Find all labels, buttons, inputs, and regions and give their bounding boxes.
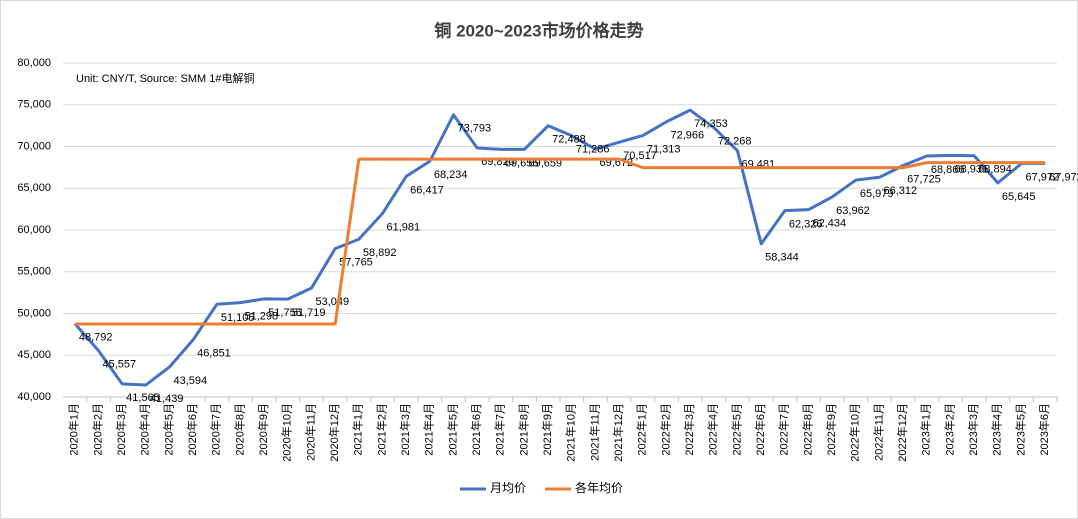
- data-label: 71,313: [647, 143, 681, 155]
- data-label: 68,894: [978, 164, 1012, 176]
- data-label: 43,594: [174, 375, 208, 387]
- data-label: 68,931: [955, 163, 989, 175]
- data-label: 58,344: [765, 252, 799, 264]
- x-tick-label: 2021年7月: [493, 403, 507, 456]
- data-label: 68,234: [434, 169, 468, 181]
- data-label: 46,851: [197, 348, 231, 360]
- data-label: 70,517: [623, 150, 657, 162]
- legend-label: 月均价: [490, 481, 526, 495]
- data-label: 74,353: [694, 118, 728, 130]
- data-label: 63,962: [836, 205, 870, 217]
- x-tick-label: 2022年3月: [682, 403, 696, 456]
- x-tick-label: 2021年4月: [422, 403, 436, 456]
- data-label: 51,298: [245, 311, 279, 323]
- data-label: 62,326: [789, 218, 823, 230]
- y-tick-label: 65,000: [17, 182, 51, 194]
- x-tick-label: 2021年5月: [445, 403, 459, 456]
- series-line: [73, 108, 1046, 387]
- y-tick-label: 50,000: [17, 307, 51, 319]
- x-tick-label: 2023年5月: [1013, 403, 1027, 456]
- data-label: 41,439: [150, 393, 184, 405]
- x-tick-label: 2020年4月: [138, 403, 152, 456]
- x-tick-label: 2021年1月: [351, 403, 365, 456]
- data-label: 67,725: [907, 173, 941, 185]
- x-tick-label: 2023年1月: [919, 403, 933, 456]
- y-tick-label: 80,000: [17, 57, 51, 69]
- data-label: 72,268: [718, 135, 752, 147]
- chart-title: 铜 2020~2023市场价格走势: [434, 20, 643, 40]
- data-label: 48,792: [79, 331, 113, 343]
- x-tick-label: 2023年3月: [966, 403, 980, 456]
- data-label: 66,417: [410, 184, 444, 196]
- x-tick-label: 2022年6月: [753, 403, 767, 456]
- x-tick-label: 2022年11月: [871, 403, 885, 461]
- data-label: 72,488: [552, 134, 586, 146]
- x-tick-label: 2021年3月: [398, 403, 412, 456]
- y-tick-label: 60,000: [17, 224, 51, 236]
- data-label: 67,972: [1026, 171, 1060, 183]
- data-label: 45,557: [103, 359, 137, 371]
- x-tick-label: 2020年8月: [232, 403, 246, 456]
- x-tick-label: 2020年2月: [90, 403, 104, 456]
- x-tick-label: 2022年8月: [800, 403, 814, 456]
- x-tick-label: 2020年6月: [185, 403, 199, 456]
- series-line: [74, 157, 1046, 326]
- data-label: 51,755: [268, 307, 302, 319]
- data-label: 53,049: [316, 296, 350, 308]
- x-tick-label: 2021年10月: [564, 403, 578, 462]
- x-tick-label: 2023年2月: [942, 403, 956, 456]
- x-tick-label: 2020年3月: [114, 403, 128, 456]
- x-tick-label: 2020年1月: [67, 403, 81, 456]
- data-label: 51,719: [292, 307, 326, 319]
- x-tick-label: 2023年4月: [990, 403, 1004, 456]
- x-tick-label: 2022年2月: [658, 403, 672, 456]
- data-label: 65,645: [1002, 191, 1036, 203]
- x-tick-label: 2022年12月: [895, 403, 909, 462]
- data-label: 66,312: [884, 185, 918, 197]
- data-label: 51,105: [221, 312, 255, 324]
- data-label: 72,966: [671, 130, 705, 142]
- x-tick-label: 2022年10月: [848, 403, 862, 462]
- data-label: 58,892: [363, 247, 397, 259]
- data-label: 61,981: [387, 221, 421, 233]
- data-label: 67,972: [1049, 171, 1078, 183]
- x-tick-label: 2022年5月: [729, 403, 743, 456]
- x-tick-label: 2021年9月: [540, 403, 554, 456]
- y-tick-label: 40,000: [17, 391, 51, 403]
- x-tick-label: 2020年7月: [209, 403, 223, 456]
- y-tick-label: 75,000: [17, 99, 51, 111]
- x-tick-label: 2023年6月: [1037, 403, 1051, 456]
- x-tick-label: 2020年11月: [303, 403, 317, 461]
- x-tick-label: 2022年7月: [777, 403, 791, 456]
- legend-label: 各年均价: [575, 480, 623, 495]
- y-tick-label: 55,000: [17, 266, 51, 278]
- x-tick-label: 2021年11月: [587, 403, 601, 461]
- x-tick-label: 2020年10月: [280, 403, 294, 462]
- data-label: 57,765: [339, 257, 373, 269]
- x-tick-label: 2021年2月: [374, 403, 388, 456]
- data-label: 73,793: [458, 123, 492, 135]
- y-tick-label: 45,000: [17, 349, 51, 361]
- x-tick-label: 2022年4月: [706, 403, 720, 456]
- x-tick-label: 2022年9月: [824, 403, 838, 456]
- x-tick-label: 2020年12月: [327, 403, 341, 462]
- x-tick-label: 2020年9月: [256, 403, 270, 456]
- x-tick-label: 2020年5月: [161, 403, 175, 456]
- data-label: 62,434: [813, 218, 847, 230]
- data-label: 65,979: [860, 188, 894, 200]
- data-label: 71,286: [576, 144, 610, 156]
- data-label: 68,866: [931, 164, 965, 176]
- x-tick-label: 2021年6月: [469, 403, 483, 456]
- data-label: 41,565: [126, 392, 160, 404]
- annotation: Unit: CNY/T, Source: SMM 1#电解铜: [76, 71, 255, 85]
- x-tick-label: 2021年12月: [611, 403, 625, 462]
- x-tick-label: 2021年8月: [516, 403, 530, 456]
- x-tick-label: 2022年1月: [635, 403, 649, 456]
- y-tick-label: 70,000: [17, 140, 51, 152]
